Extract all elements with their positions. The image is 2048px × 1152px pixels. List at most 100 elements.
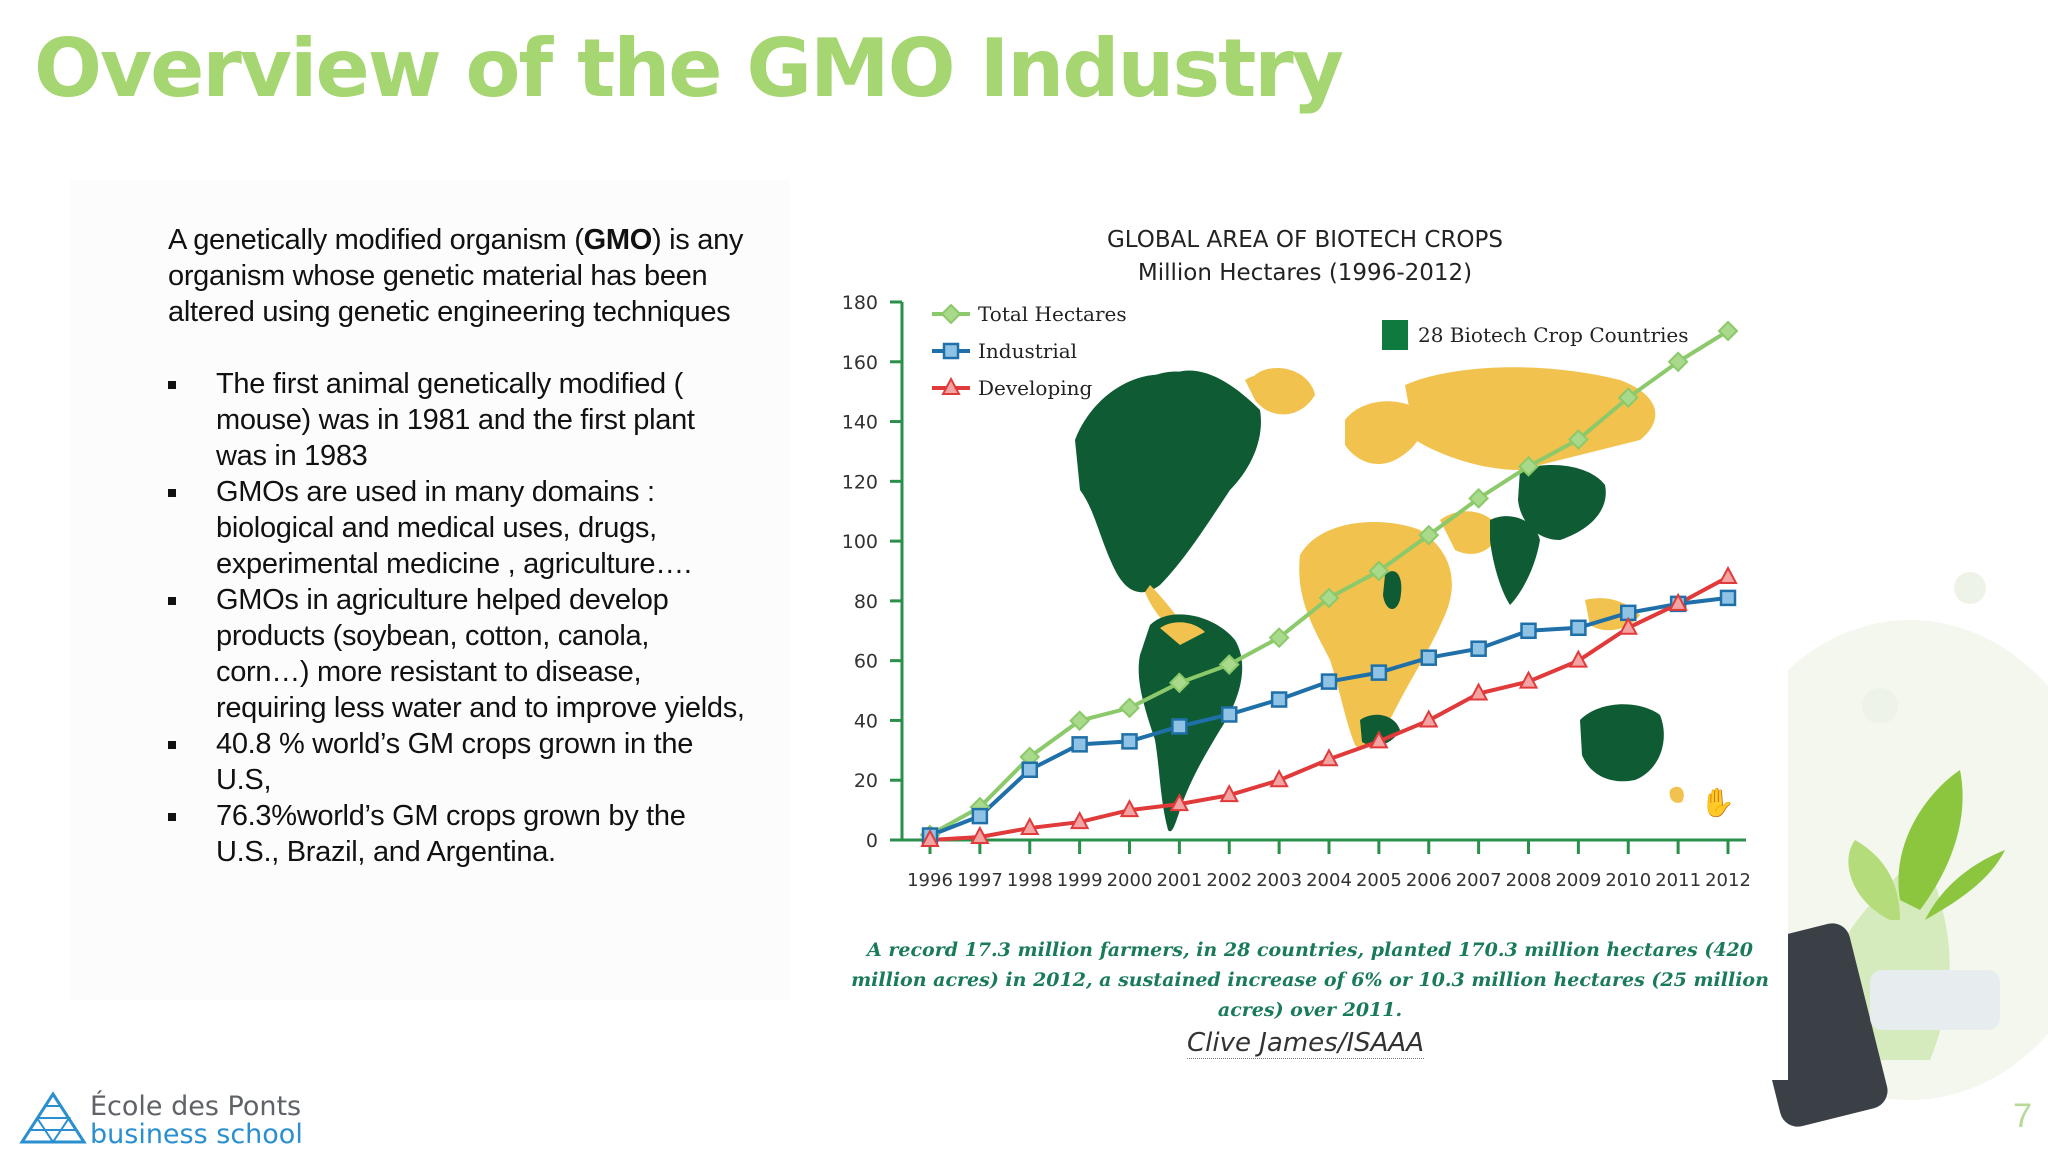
data-point-triangle — [1568, 649, 1589, 668]
world-map-background — [1075, 367, 1684, 832]
bullet-item: GMOs are used in many domains : biologic… — [168, 474, 748, 582]
data-point-square — [1370, 664, 1388, 681]
content-panel-background — [70, 180, 790, 1000]
x-tick-label: 2004 — [1306, 870, 1352, 891]
y-tick-label: 120 — [842, 471, 878, 493]
legend-marker-square — [942, 342, 960, 360]
x-tick-label: 2010 — [1605, 870, 1651, 891]
x-tick-label: 2001 — [1156, 870, 1202, 891]
data-point-triangle — [1319, 748, 1339, 767]
bullet-list: The first animal genetically modified ( … — [168, 366, 748, 870]
data-point-square — [1520, 622, 1537, 640]
x-tick-label: 2003 — [1256, 870, 1302, 891]
legend-label: Total Hectares — [978, 302, 1127, 326]
legend-label: Developing — [978, 376, 1093, 400]
data-point-square — [1320, 673, 1338, 690]
logo-triangle-icon — [19, 1091, 87, 1144]
chart-axes: 0 20 40 60 80 100 120 140 160 180 1996 1997 1998 1999… — [842, 292, 1751, 891]
bullet-item: GMOs in agriculture helped develop produ… — [168, 582, 748, 726]
data-point-square — [1021, 761, 1038, 779]
x-tick-label: 2012 — [1705, 870, 1751, 891]
data-point-triangle — [970, 825, 990, 845]
data-point-square — [1270, 691, 1288, 708]
y-tick-label: 0 — [866, 830, 878, 852]
intro-text-end: ) is any organism whose genetic material… — [168, 224, 744, 328]
data-point-triangle — [1169, 793, 1190, 812]
data-point-triangle — [920, 828, 940, 847]
legend-marker-triangle — [941, 376, 961, 395]
x-tick-label: 1996 — [907, 870, 953, 891]
data-point-triangle — [1718, 565, 1738, 584]
data-point-triangle — [1369, 730, 1389, 749]
x-tick-label: 2009 — [1555, 870, 1601, 891]
y-tick-label: 80 — [854, 591, 878, 613]
data-point-triangle — [1069, 810, 1090, 830]
data-point-diamond — [1717, 320, 1739, 342]
data-point-triangle — [1020, 816, 1040, 836]
bullet-square-icon — [168, 741, 176, 749]
legend-marker-diamond — [940, 303, 962, 325]
intro-paragraph: A genetically modified organism (GMO) is… — [168, 222, 748, 330]
chart-series-markers — [919, 320, 1739, 847]
data-point-diamond — [1518, 455, 1539, 477]
data-point-diamond — [1667, 351, 1689, 373]
data-point-diamond — [1617, 387, 1639, 409]
data-point-square — [1221, 706, 1238, 723]
y-tick-label: 180 — [842, 292, 878, 314]
chart-credit: Clive James/ISAAA — [1187, 1028, 1425, 1059]
data-point-square — [1420, 649, 1437, 666]
x-tick-label: 2005 — [1356, 870, 1402, 891]
chart-subtitle: Million Hectares (1996-2012) — [1138, 260, 1472, 286]
y-tick-label: 160 — [842, 352, 878, 374]
data-point-square — [1719, 589, 1737, 607]
data-point-diamond — [1368, 560, 1390, 582]
bullet-item: 40.8 % world’s GM crops grown in the U.S… — [168, 726, 748, 798]
data-point-square — [1570, 619, 1587, 637]
x-tick-label: 2000 — [1107, 870, 1153, 891]
slide-title: Overview of the GMO Industry — [34, 22, 1344, 115]
bullet-item: 76.3%world’s GM crops grown by the U.S.,… — [168, 798, 748, 870]
x-tick-label: 2008 — [1506, 870, 1552, 891]
data-point-diamond — [1268, 627, 1290, 649]
hand-cursor-icon: ✋ — [1700, 786, 1735, 818]
chart-title: GLOBAL AREA OF BIOTECH CROPS — [1107, 227, 1503, 253]
data-point-triangle — [1269, 769, 1289, 788]
x-tick-label: 2006 — [1406, 870, 1452, 891]
data-point-diamond — [1168, 672, 1190, 694]
data-point-triangle — [1618, 616, 1638, 635]
data-point-diamond — [1567, 429, 1589, 450]
bullet-item: The first animal genetically modified ( … — [168, 366, 748, 474]
data-point-square — [1071, 736, 1088, 753]
data-point-diamond — [1318, 587, 1340, 609]
legend-country-swatch — [1382, 320, 1408, 350]
y-tick-label: 60 — [854, 651, 878, 673]
logo-line-1: École des Ponts — [90, 1091, 302, 1122]
data-point-diamond — [1069, 710, 1091, 732]
school-logo-text: École des Ponts business school — [90, 1093, 303, 1149]
x-tick-label: 1999 — [1057, 870, 1103, 891]
legend-label: Industrial — [978, 339, 1077, 363]
intro-text-start: A genetically modified organism ( — [168, 224, 584, 256]
data-point-diamond — [1468, 487, 1490, 509]
text-column: A genetically modified organism (GMO) is… — [168, 222, 748, 870]
bullet-square-icon — [168, 381, 176, 389]
data-point-triangle — [1119, 798, 1140, 818]
data-point-triangle — [1518, 670, 1539, 689]
bullet-square-icon — [168, 489, 176, 497]
x-tick-label: 2007 — [1456, 870, 1502, 891]
y-tick-label: 40 — [854, 710, 878, 732]
y-tick-label: 100 — [842, 531, 878, 553]
chart-legend: Total Hectares Industrial Developing 28 Bio… — [932, 302, 1689, 400]
x-tick-label: 1997 — [957, 870, 1003, 891]
data-point-triangle — [1219, 784, 1239, 803]
data-point-square — [1121, 733, 1138, 750]
x-tick-label: 1998 — [1007, 870, 1053, 891]
data-point-diamond — [1218, 654, 1240, 675]
data-point-triangle — [1419, 709, 1439, 728]
data-point-diamond — [1119, 697, 1140, 719]
data-point-square — [1470, 640, 1487, 657]
x-tick-label: 2011 — [1655, 870, 1701, 891]
data-point-square — [1171, 718, 1188, 735]
y-tick-label: 140 — [842, 412, 878, 434]
